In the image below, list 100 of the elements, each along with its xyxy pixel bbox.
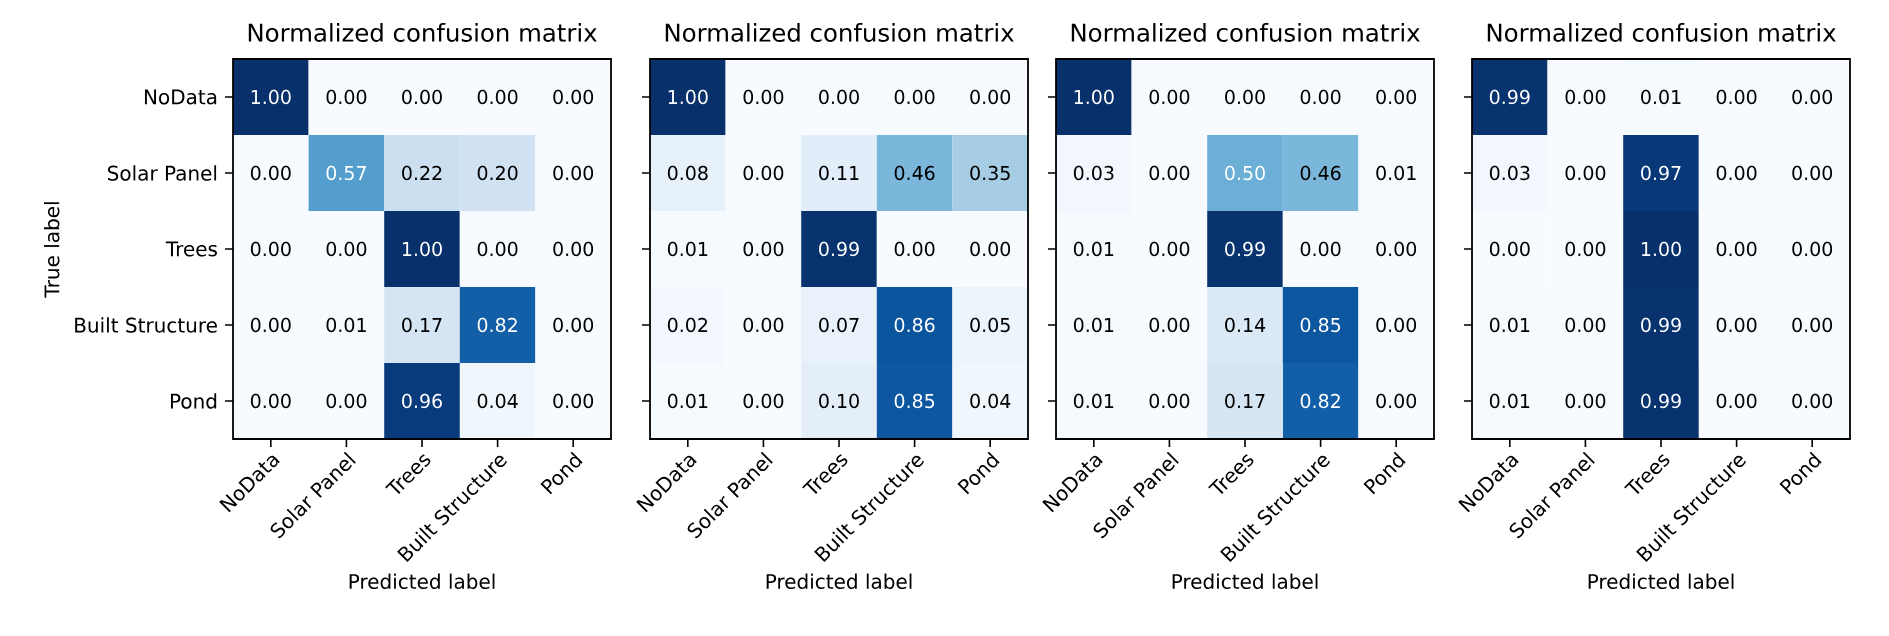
data-label: 0.50	[1225, 165, 1265, 181]
data-label: 0.00	[743, 89, 784, 105]
data-label: 0.00	[326, 89, 367, 105]
data-label: 0.02	[667, 317, 708, 333]
data-label: 0.05	[970, 317, 1010, 333]
data-label: 0.00	[1565, 317, 1606, 333]
data-label: 0.00	[1489, 241, 1530, 257]
data-label: 0.99	[1489, 89, 1530, 105]
data-label: 0.01	[1073, 393, 1114, 409]
chart-title: Normalized confusion matrix	[248, 23, 597, 42]
data-label: 0.82	[1300, 393, 1340, 409]
data-label: 0.99	[819, 241, 859, 257]
data-label: 0.86	[894, 317, 935, 333]
data-label: 0.00	[1300, 89, 1341, 105]
data-label: 0.00	[970, 89, 1011, 105]
data-label: 0.01	[1641, 89, 1681, 105]
data-label: 0.01	[1489, 317, 1530, 333]
data-label: 0.08	[667, 165, 708, 181]
data-label: 0.00	[1716, 317, 1757, 333]
data-label: 0.07	[819, 317, 859, 333]
y-tick-label: Built Structure	[75, 317, 217, 333]
data-label: 0.85	[894, 393, 935, 409]
x-axis-title: Predicted label	[1172, 573, 1318, 590]
data-label: 0.01	[1376, 165, 1416, 181]
data-label: 0.00	[402, 89, 442, 105]
data-label: 0.00	[1300, 241, 1341, 257]
data-label: 0.01	[1073, 317, 1114, 333]
y-tick-label: Pond	[170, 393, 217, 409]
data-label: 0.01	[667, 393, 708, 409]
data-label: 0.00	[743, 165, 784, 181]
x-axis-title: Predicted label	[766, 573, 912, 590]
data-label: 1.00	[1641, 241, 1681, 257]
data-label: 0.00	[743, 241, 784, 257]
data-label: 0.00	[1792, 241, 1833, 257]
data-label: 0.00	[1376, 241, 1417, 257]
data-label: 0.01	[667, 241, 708, 257]
data-label: 0.00	[970, 241, 1011, 257]
data-label: 0.22	[402, 165, 442, 181]
data-label: 0.03	[1489, 165, 1530, 181]
data-label: 1.00	[251, 89, 291, 105]
data-label: 0.97	[1641, 165, 1681, 181]
chart-title: Normalized confusion matrix	[665, 23, 1014, 42]
data-label: 0.00	[819, 89, 859, 105]
data-label: 1.00	[1074, 89, 1114, 105]
y-tick-label: NoData	[144, 89, 217, 105]
data-label: 0.14	[1225, 317, 1266, 333]
data-label: 1.00	[668, 89, 708, 105]
data-label: 1.00	[402, 241, 442, 257]
data-label: 0.00	[743, 317, 784, 333]
data-label: 0.00	[894, 241, 935, 257]
data-label: 0.20	[477, 165, 518, 181]
data-label: 0.00	[553, 317, 594, 333]
data-label: 0.00	[477, 241, 518, 257]
data-label: 0.00	[326, 393, 367, 409]
data-label: 0.00	[1565, 89, 1606, 105]
data-label: 0.00	[1376, 89, 1417, 105]
data-label: 0.00	[1149, 317, 1190, 333]
data-label: 0.00	[1149, 241, 1190, 257]
data-label: 0.00	[1716, 393, 1757, 409]
data-label: 0.85	[1300, 317, 1341, 333]
data-label: 0.00	[1792, 393, 1833, 409]
data-label: 0.01	[1073, 241, 1114, 257]
y-axis-title: True label	[43, 202, 60, 298]
data-label: 0.00	[553, 89, 594, 105]
data-label: 0.82	[477, 317, 517, 333]
data-label: 0.00	[1565, 393, 1606, 409]
data-label: 0.01	[326, 317, 366, 333]
data-label: 0.00	[1149, 89, 1190, 105]
data-label: 0.00	[250, 393, 291, 409]
y-tick-label: Solar Panel	[107, 165, 217, 181]
data-label: 0.00	[1376, 393, 1417, 409]
data-label: 0.00	[250, 241, 291, 257]
data-label: 0.00	[1792, 89, 1833, 105]
data-label: 0.00	[250, 317, 291, 333]
chart-title: Normalized confusion matrix	[1071, 23, 1420, 42]
data-label: 0.57	[326, 165, 366, 181]
data-label: 0.00	[1716, 165, 1757, 181]
data-label: 0.99	[1225, 241, 1265, 257]
data-label: 0.00	[894, 89, 935, 105]
data-label: 0.00	[1792, 317, 1833, 333]
data-label: 0.00	[1376, 317, 1417, 333]
data-label: 0.17	[402, 317, 442, 333]
data-label: 0.00	[1225, 89, 1265, 105]
data-label: 0.00	[1149, 393, 1190, 409]
data-label: 0.35	[970, 165, 1010, 181]
data-label: 0.00	[250, 165, 291, 181]
chart-title: Normalized confusion matrix	[1487, 23, 1836, 42]
data-label: 0.04	[970, 393, 1011, 409]
data-label: 0.00	[1792, 165, 1833, 181]
data-label: 0.99	[1641, 317, 1681, 333]
data-label: 0.00	[553, 165, 594, 181]
data-label: 0.00	[326, 241, 367, 257]
data-label: 0.00	[553, 393, 594, 409]
data-label: 0.10	[819, 393, 859, 409]
data-label: 0.11	[819, 165, 859, 181]
data-label: 0.00	[1565, 241, 1606, 257]
x-axis-title: Predicted label	[1588, 573, 1734, 590]
data-label: 0.00	[553, 241, 594, 257]
data-label: 0.17	[1225, 393, 1265, 409]
data-label: 0.00	[1716, 89, 1757, 105]
